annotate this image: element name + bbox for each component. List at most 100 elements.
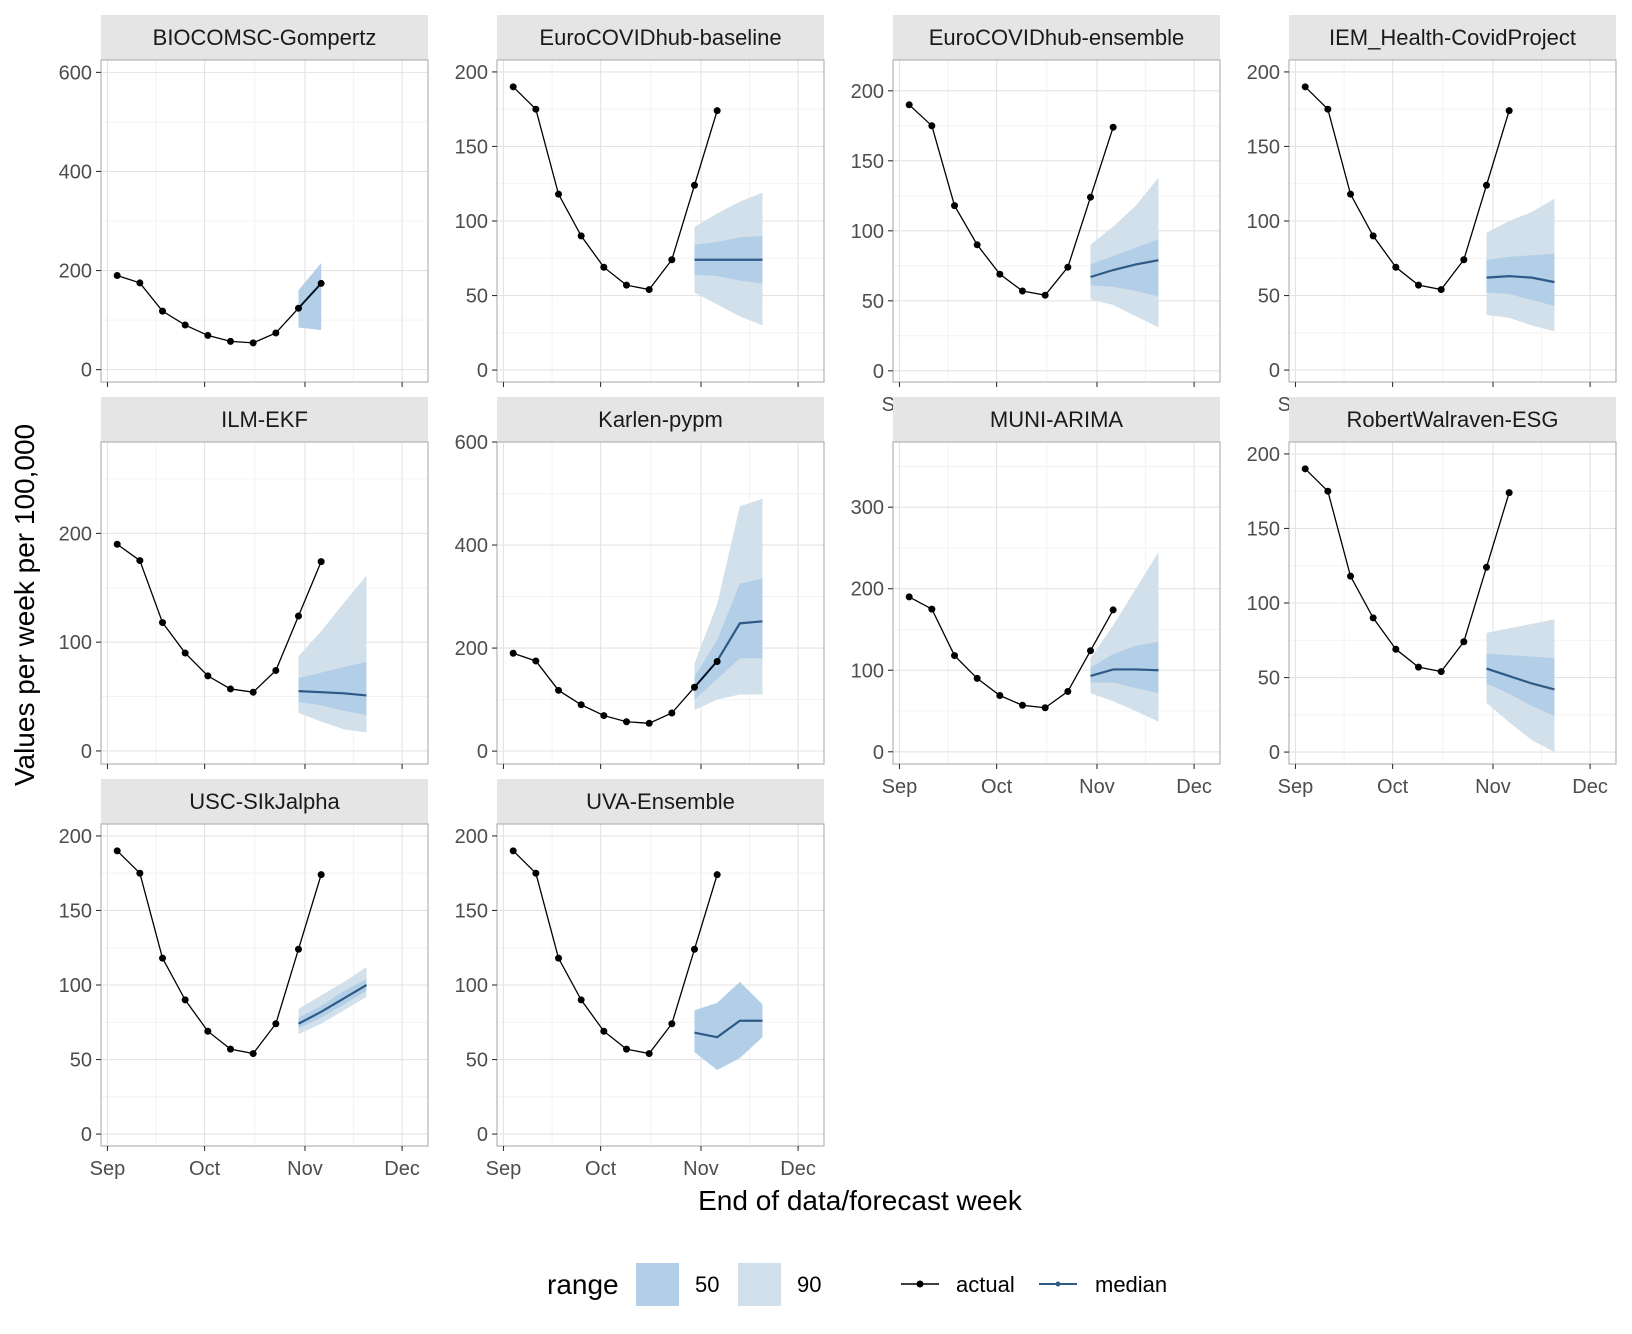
actual-point: [1347, 190, 1355, 198]
actual-point: [577, 232, 585, 240]
gridlines: [497, 60, 824, 382]
panel-border: [100, 441, 429, 765]
y-tick-label: 200: [851, 81, 884, 103]
panel-title: IEM_Health-CovidProject: [1329, 25, 1576, 50]
actual-point: [532, 869, 540, 877]
legend-actual-point: [916, 1280, 924, 1288]
y-tick-label: 200: [851, 579, 884, 601]
y-tick-label: 150: [59, 900, 92, 922]
actual-point: [159, 954, 167, 962]
x-tick-label: Nov: [287, 1158, 323, 1180]
y-tick-label: 0: [477, 1124, 488, 1146]
facet-panel: RobertWalraven-ESG 0 50 100 150 200 Sep Oct Nov D…: [1247, 397, 1617, 798]
panel-strip: [893, 397, 1220, 442]
actual-point: [1460, 256, 1468, 264]
y-tick-label: 400: [59, 161, 92, 183]
y-tick-label: 100: [1247, 211, 1280, 233]
panel-strip: [1289, 15, 1616, 60]
actual-point: [645, 719, 653, 727]
y-tick-label: 150: [851, 151, 884, 173]
actual-point: [577, 996, 585, 1004]
median-line: [1090, 668, 1159, 678]
panel-title: EuroCOVIDhub-baseline: [539, 25, 781, 50]
actual-point: [181, 996, 189, 1004]
y-tick-label: 0: [477, 360, 488, 382]
legend-label-50: 50: [695, 1272, 719, 1297]
y-tick-label: 0: [1269, 742, 1280, 764]
y-tick-label: 50: [70, 1050, 92, 1072]
actual-line: [116, 274, 322, 344]
y-tick-label: 100: [455, 975, 488, 997]
facet-panel: EuroCOVIDhub-ensemble050100150200SepOctN…: [851, 15, 1221, 416]
y-tick-label: 50: [862, 291, 884, 313]
y-tick-label: 0: [873, 742, 884, 764]
legend-label-90: 90: [797, 1272, 821, 1297]
range-50-band: [694, 578, 763, 700]
y-tick-label: 0: [477, 741, 488, 763]
panel-border: [496, 441, 825, 765]
plot-background: [893, 442, 1220, 764]
x-tick-label: Sep: [90, 1158, 126, 1180]
actual-point: [1301, 465, 1309, 473]
actual-point: [1369, 614, 1377, 622]
actual-point: [996, 692, 1004, 700]
facet-panel: BIOCOMSC-Gompertz 0 200 400 600: [59, 15, 429, 387]
actual-point: [1086, 647, 1094, 655]
gridlines: [1289, 442, 1616, 764]
actual-line: [908, 596, 1114, 709]
actual-point: [1347, 572, 1355, 580]
x-tick-label: Sep: [1278, 776, 1314, 798]
y-tick-label: 200: [455, 638, 488, 660]
panel-strip: [101, 15, 428, 60]
y-tick-label: 100: [59, 975, 92, 997]
actual-point: [113, 271, 121, 279]
actual-point: [272, 329, 280, 337]
y-tick-label: 200: [1247, 444, 1280, 466]
x-tick-label: Dec: [384, 1158, 420, 1180]
median-line: [297, 984, 368, 1025]
legend-swatch-90: [738, 1263, 781, 1306]
actual-line: [512, 850, 718, 1055]
facet-panel: USC-SIkJalpha 0 50 100 150 200 Sep Oct Nov Dec: [59, 779, 429, 1180]
median-line: [1090, 259, 1159, 279]
y-tick-label: 150: [1247, 136, 1280, 158]
facet-panel: Karlen-pypm 0 200 400 600: [455, 397, 825, 769]
panel-strip: [101, 779, 428, 824]
x-tick-label: Dec: [780, 1158, 816, 1180]
y-tick-label: 0: [81, 360, 92, 382]
range-50-band: [1486, 653, 1555, 717]
y-tick-label: 100: [59, 632, 92, 654]
actual-line: [116, 543, 322, 693]
panel-strip: [893, 15, 1220, 60]
actual-point: [272, 666, 280, 674]
x-axis-title: End of data/forecast week: [698, 1185, 1023, 1216]
y-tick-label: 100: [851, 221, 884, 243]
y-tick-label: 200: [1247, 62, 1280, 84]
actual-point: [623, 1045, 631, 1053]
actual-point: [555, 954, 563, 962]
gridlines: [1289, 60, 1616, 382]
actual-point: [181, 321, 189, 329]
actual-point: [249, 339, 257, 347]
panel-title: ILM-EKF: [221, 407, 308, 432]
panel-strip: [101, 397, 428, 442]
x-tick-label: Nov: [683, 1158, 719, 1180]
actual-point: [1437, 286, 1445, 294]
actual-point: [532, 657, 540, 665]
actual-point: [1482, 563, 1490, 571]
actual-point: [645, 1050, 653, 1058]
actual-point: [113, 540, 121, 548]
x-tick-label: Oct: [585, 1158, 617, 1180]
actual-point: [973, 674, 981, 682]
actual-point: [204, 331, 212, 339]
actual-point: [204, 1027, 212, 1035]
actual-point: [227, 1045, 235, 1053]
actual-point: [1415, 281, 1423, 289]
actual-point: [555, 190, 563, 198]
actual-point: [1392, 645, 1400, 653]
actual-point: [600, 263, 608, 271]
actual-point: [249, 1050, 257, 1058]
actual-line: [512, 652, 718, 724]
y-tick-label: 50: [466, 286, 488, 308]
